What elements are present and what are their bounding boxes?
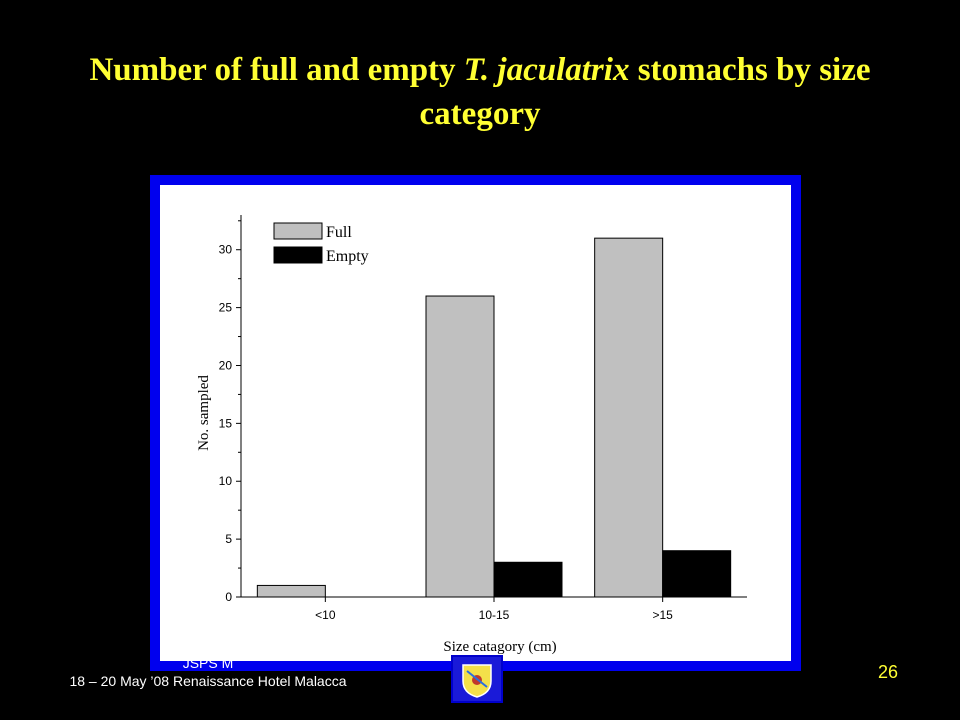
legend-label-full: Full <box>326 224 352 241</box>
footer-event-info: JSPS M 18 – 20 May ’08 Renaissance Hotel… <box>28 654 388 690</box>
title-species-name: T. jaculatrix <box>463 52 630 88</box>
bar-empty-1 <box>493 561 563 598</box>
x-tick-label: >15 <box>652 608 673 622</box>
legend: Full Empty <box>273 222 369 265</box>
y-axis-label: No. sampled <box>196 375 212 451</box>
y-axis: 0 5 10 15 20 25 30 <box>219 215 242 604</box>
slide-number: 26 <box>877 662 899 682</box>
x-axis-label: Size catagory (cm) <box>443 639 556 655</box>
footer-line-1: JSPS M <box>182 655 234 671</box>
title-text-end: stomachs by size category <box>419 52 871 132</box>
bar-full-0 <box>256 584 326 598</box>
x-tick-label: <10 <box>315 608 336 622</box>
bars <box>256 237 732 598</box>
legend-swatch-full <box>273 222 323 240</box>
y-tick-label: 0 <box>225 590 232 604</box>
bar-chart: 0 5 10 15 20 25 30 <10 10-15 >15 Full Empty No. s… <box>196 215 747 655</box>
y-tick-label: 20 <box>219 358 233 372</box>
y-tick-label: 30 <box>219 243 233 257</box>
legend-label-empty: Empty <box>326 248 369 265</box>
slide-title: Number of full and empty T. jaculatrix s… <box>40 48 920 136</box>
y-tick-label: 5 <box>225 532 232 546</box>
university-logo <box>451 655 503 703</box>
chart-frame: 0 5 10 15 20 25 30 <10 10-15 >15 Full Empty No. s… <box>150 175 801 671</box>
legend-swatch-empty <box>273 246 323 264</box>
footer-line-2: 18 – 20 May ’08 Renaissance Hotel Malacc… <box>69 673 347 689</box>
chart-panel: 0 5 10 15 20 25 30 <10 10-15 >15 Full Empty No. s… <box>160 185 791 661</box>
y-tick-label: 10 <box>219 474 233 488</box>
bar-full-2 <box>594 237 664 598</box>
crest-icon <box>462 664 492 698</box>
y-tick-label: 15 <box>219 416 233 430</box>
x-axis: <10 10-15 >15 <box>241 596 747 622</box>
y-tick-label: 25 <box>219 301 233 315</box>
bar-empty-2 <box>662 550 732 598</box>
bar-full-1 <box>425 295 495 598</box>
x-tick-label: 10-15 <box>479 608 510 622</box>
title-text-start: Number of full and empty <box>89 52 464 88</box>
